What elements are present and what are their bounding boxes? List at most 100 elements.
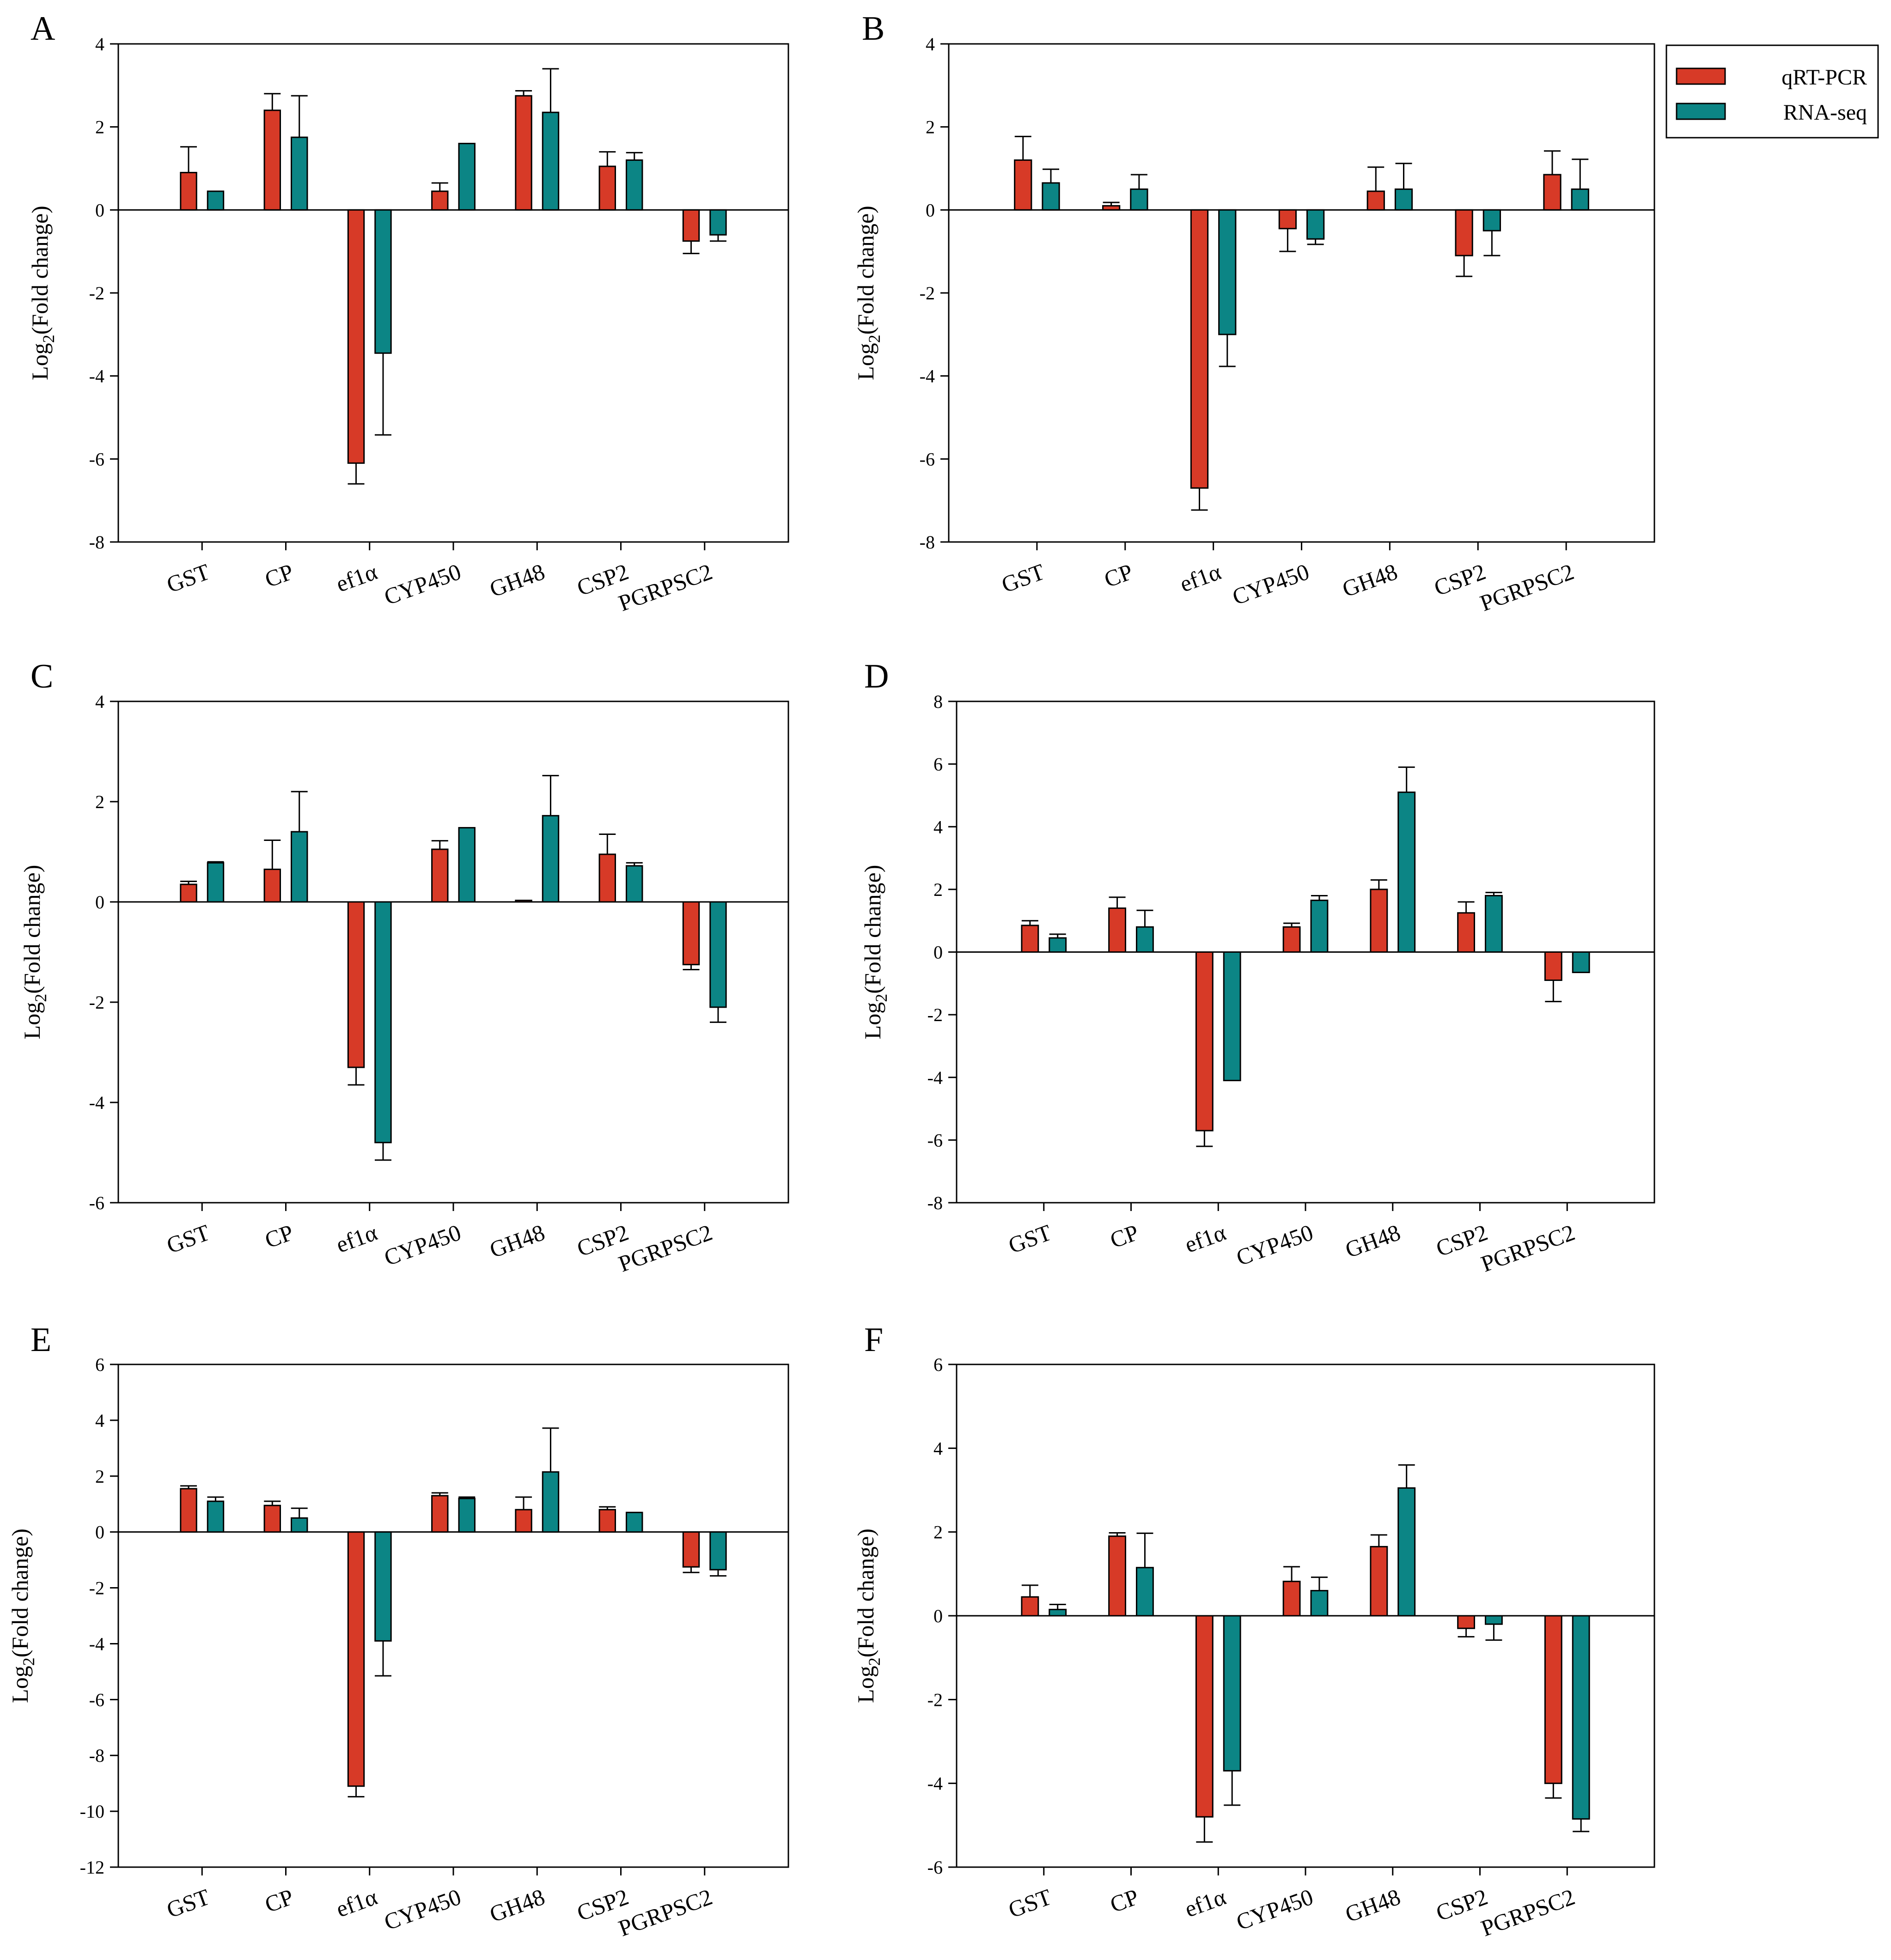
panel-e-ytick-label: 6: [95, 1354, 104, 1375]
panel-a-frame: [117, 43, 789, 543]
panel-f-bar-qrt-pcr: [1195, 1615, 1214, 1818]
panel-b-bar-rna-seq: [1482, 209, 1501, 231]
panel-e-bar-qrt-pcr: [515, 1509, 532, 1533]
panel-f-ytick-label: 6: [933, 1354, 943, 1375]
panel-d-bar-qrt-pcr: [1282, 926, 1301, 953]
panel-c-ytick-label: 4: [95, 691, 104, 712]
panel-d-ytick-label: -6: [927, 1130, 943, 1150]
panel-e-ytick-label: -10: [80, 1801, 104, 1822]
panel-e-bar-rna-seq: [207, 1500, 225, 1533]
panel-a-ytick-label: 2: [95, 117, 104, 138]
panel-c-bar-rna-seq: [291, 831, 308, 903]
panel-e-bar-rna-seq: [291, 1517, 308, 1533]
panel-e-bar-qrt-pcr: [347, 1531, 365, 1787]
panel-a-bar-qrt-pcr: [682, 209, 700, 242]
panel-c-category-label: CYP450: [381, 1219, 464, 1271]
panel-a-letter: A: [30, 10, 55, 48]
panel-d-bar-qrt-pcr: [1370, 889, 1388, 953]
panel-e-bar-qrt-pcr: [431, 1495, 449, 1533]
panel-e-category-label: PGRPSC2: [615, 1884, 716, 1942]
panel-e-category-label: ef1α: [333, 1884, 381, 1922]
legend-swatch-rna-seq: [1676, 103, 1726, 120]
panel-c-bar-qrt-pcr: [347, 901, 365, 1068]
panel-e-ytick-label: -2: [89, 1578, 104, 1599]
panel-c-bar-qrt-pcr: [431, 848, 449, 903]
panel-f-ytick-label: 2: [933, 1522, 943, 1543]
panel-f-ylabel: Log2(Fold change): [853, 1528, 884, 1703]
panel-c-bar-rna-seq: [542, 815, 560, 903]
panel-d-ytick-label: 8: [933, 691, 943, 712]
panel-a-ytick-label: -2: [89, 283, 104, 304]
panel-a-ytick-label: -8: [89, 532, 104, 553]
panel-d-bar-qrt-pcr: [1108, 907, 1126, 953]
panel-b-bar-rna-seq: [1130, 188, 1148, 211]
panel-d-bar-qrt-pcr: [1544, 951, 1562, 981]
panel-f-bar-rna-seq: [1310, 1590, 1329, 1617]
panel-d-bar-qrt-pcr: [1195, 951, 1214, 1132]
panel-e-category-label: CYP450: [381, 1884, 464, 1936]
legend-label-qrt-pcr: qRT-PCR: [1781, 65, 1867, 90]
panel-d-category-label: CYP450: [1233, 1219, 1317, 1271]
panel-b-letter: B: [862, 10, 884, 48]
panel-e-ylabel: Log2(Fold change): [7, 1528, 38, 1703]
panel-e-bar-rna-seq: [458, 1497, 476, 1533]
panel-b-bar-qrt-pcr: [1455, 209, 1473, 256]
panel-e-bar-rna-seq: [542, 1471, 560, 1533]
panel-b-ytick-label: 0: [926, 200, 935, 220]
panel-c-ytick-label: -4: [89, 1092, 104, 1113]
panel-a-bar-rna-seq: [626, 159, 643, 211]
panel-c-bar-qrt-pcr: [180, 883, 197, 903]
legend-label-rna-seq: RNA-seq: [1783, 100, 1867, 125]
panel-c-ylabel: Log2(Fold change): [19, 865, 50, 1040]
panel-b-bar-qrt-pcr: [1190, 209, 1209, 489]
panel-b-ytick-label: 2: [926, 117, 935, 138]
panel-d-letter: D: [864, 657, 889, 695]
panel-b-category-label: GH48: [1339, 559, 1401, 602]
panel-f-ytick-label: -4: [927, 1773, 943, 1794]
panel-b-bar-rna-seq: [1571, 188, 1589, 211]
panel-c-bar-rna-seq: [207, 862, 225, 903]
panel-a-category-label: GST: [163, 559, 213, 598]
panel-f-bar-rna-seq: [1485, 1615, 1503, 1625]
panel-f-bar-rna-seq: [1223, 1615, 1241, 1771]
panel-d-ytick-label: -4: [927, 1067, 943, 1088]
panel-e-bar-rna-seq: [709, 1531, 727, 1570]
panel-c-bar-qrt-pcr: [598, 853, 616, 903]
panel-c-category-label: ef1α: [333, 1219, 381, 1258]
panel-c-category-label: GH48: [486, 1219, 548, 1263]
panel-b-category-label: CP: [1101, 559, 1136, 593]
panel-a-category-label: PGRPSC2: [615, 559, 716, 616]
panel-c-letter: C: [30, 657, 53, 695]
panel-d-category-label: ef1α: [1181, 1219, 1229, 1258]
legend: qRT-PCR RNA-seq: [1665, 44, 1879, 139]
panel-d-category-label: GH48: [1342, 1219, 1404, 1263]
panel-d-bar-rna-seq: [1136, 926, 1154, 953]
panel-b-bar-rna-seq: [1306, 209, 1325, 240]
panel-b-bar-rna-seq: [1394, 188, 1413, 211]
panel-f-bar-qrt-pcr: [1021, 1596, 1039, 1617]
panel-d-bar-rna-seq: [1485, 895, 1503, 953]
panel-e-ytick-label: 0: [95, 1522, 104, 1543]
panel-d-category-label: PGRPSC2: [1477, 1219, 1578, 1277]
panel-f-ytick-label: 4: [933, 1438, 943, 1459]
panel-d-bar-rna-seq: [1397, 791, 1416, 953]
panel-d-bar-rna-seq: [1572, 951, 1590, 974]
panel-f-bar-rna-seq: [1136, 1567, 1154, 1617]
panel-e-bar-rna-seq: [626, 1511, 643, 1533]
panel-e-letter: E: [30, 1321, 51, 1359]
panel-d-ytick-label: 0: [933, 942, 943, 963]
panel-a-bar-rna-seq: [374, 209, 392, 354]
panel-a-bar-qrt-pcr: [347, 209, 365, 464]
panel-a-bar-qrt-pcr: [431, 190, 449, 211]
panel-a-category-label: GH48: [486, 559, 548, 602]
panel-c-category-label: PGRPSC2: [615, 1219, 716, 1277]
panel-e-bar-qrt-pcr: [598, 1509, 616, 1533]
panel-c-bar-rna-seq: [458, 827, 476, 903]
panel-c-bar-rna-seq: [709, 901, 727, 1008]
panel-a-bar-qrt-pcr: [515, 95, 532, 211]
panel-a-ytick-label: 4: [95, 34, 104, 55]
